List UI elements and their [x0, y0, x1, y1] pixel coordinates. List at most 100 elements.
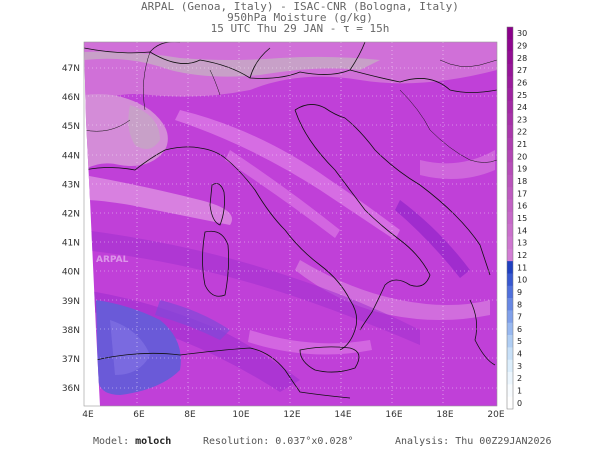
colorbar-tick-label: 2: [517, 374, 522, 383]
colorbar-swatch: [507, 27, 513, 40]
colorbar-swatch: [507, 137, 513, 151]
lon-tick-label: 8E: [184, 410, 196, 420]
lat-tick-label: 47N: [62, 64, 80, 74]
colorbar-swatch: [507, 174, 513, 188]
latitude-axis: 47N 46N 45N 44N 43N 42N 41N 40N 39N 38N 37N 36N: [62, 64, 80, 394]
colorbar-swatch: [507, 211, 513, 225]
colorbar-tick-label: 22: [517, 128, 527, 137]
map-frame: [83, 41, 498, 407]
colorbar-swatch: [507, 396, 513, 410]
lon-tick-label: 20E: [487, 410, 504, 420]
colorbar-tick-label: 3: [517, 362, 522, 371]
colorbar-tick-label: 30: [517, 29, 527, 38]
colorbar-tick-label: 16: [517, 202, 527, 211]
title-line-2: 950hPa Moisture (g/kg): [227, 11, 373, 24]
footer-resolution: Resolution: 0.037°x0.028°: [203, 436, 354, 447]
colorbar-tick-label: 21: [517, 140, 527, 149]
colorbar-swatch: [507, 162, 513, 176]
colorbar-swatch: [507, 347, 513, 361]
colorbar-swatch: [507, 76, 513, 89]
coastlines: [84, 42, 497, 399]
colorbar-tick-label: 9: [517, 288, 522, 297]
colorbar-swatch: [507, 113, 513, 126]
watermark-4: ARPAL: [395, 406, 428, 416]
colorbar-swatch: [507, 359, 513, 373]
colorbar-swatch: [507, 273, 513, 287]
watermark-group: ARPAL ARPAL ARPAL ARPAL: [96, 255, 428, 416]
colorbar-tick-label: 13: [517, 239, 527, 248]
watermark-3: ARPAL: [262, 406, 295, 416]
lon-tick-label: 18E: [436, 410, 453, 420]
lat-tick-label: 38N: [62, 326, 80, 336]
colorbar-border: [506, 26, 514, 410]
colorbar-swatch: [507, 224, 513, 237]
colorbar-swatch: [507, 125, 513, 139]
lat-lon-grid: [84, 42, 497, 406]
lat-tick-label: 37N: [62, 355, 80, 365]
colorbar-swatch: [507, 63, 513, 77]
footer-analysis-value: Thu 00Z29JAN2026: [455, 436, 552, 447]
colorbar-swatch: [507, 100, 513, 114]
lat-tick-label: 41N: [62, 239, 80, 249]
colorbar-swatch: [507, 285, 513, 299]
colorbar-tick-label: 6: [517, 325, 522, 334]
colorbar-tick-label: 26: [517, 78, 527, 87]
colorbar-tick-label: 15: [517, 214, 527, 223]
title-line-3: 15 UTC Thu 29 JAN - τ = 15h: [210, 22, 390, 35]
lat-tick-label: 46N: [62, 93, 80, 103]
colorbar-tick-label: 28: [517, 54, 527, 63]
footer-model: Model: moloch: [93, 436, 171, 447]
colorbar-tick-label: 8: [517, 300, 522, 309]
lon-tick-label: 10E: [232, 410, 249, 420]
colorbar-tick-label: 12: [517, 251, 527, 260]
colorbar-tick-label: 23: [517, 115, 527, 124]
lon-tick-label: 16E: [385, 410, 402, 420]
lat-tick-label: 36N: [62, 384, 80, 394]
colorbar-tick-label: 4: [517, 350, 522, 359]
colorbar-swatch: [507, 39, 513, 52]
colorbar-swatch: [507, 384, 513, 397]
colorbar-tick-label: 27: [517, 66, 527, 75]
colorbar-tick-label: 20: [517, 152, 527, 161]
colorbar-swatch: [507, 236, 513, 250]
colorbar-tick-label: 29: [517, 41, 527, 50]
lat-tick-label: 42N: [62, 210, 80, 220]
colorbar-tick-label: 11: [517, 263, 527, 272]
colorbar-swatch: [507, 322, 513, 336]
colorbar-tick-label: 5: [517, 337, 522, 346]
colorbar-tick-label: 24: [517, 103, 527, 112]
colorbar-swatch: [507, 51, 513, 65]
colorbar-swatch: [507, 150, 513, 163]
colorbar-swatch: [507, 261, 513, 274]
colorbar-tick-label: 25: [517, 91, 527, 100]
watermark-1: ARPAL: [96, 255, 129, 265]
colorbar-tick-label: 7: [517, 313, 522, 322]
colorbar-swatch: [507, 187, 513, 200]
title-line-1: ARPAL (Genoa, Italy) - ISAC-CNR (Bologna…: [141, 0, 459, 13]
colorbar-swatch: [507, 372, 513, 385]
lat-tick-label: 44N: [62, 151, 80, 161]
lon-tick-label: 4E: [82, 410, 94, 420]
colorbar-tick-label: 19: [517, 165, 527, 174]
colorbar-swatch: [507, 335, 513, 348]
colorbar-tick-label: 0: [517, 399, 522, 408]
colorbar-tick-label: 17: [517, 189, 527, 198]
colorbar-swatch: [507, 199, 513, 213]
footer-model-value: moloch: [135, 436, 172, 447]
colorbar-tick-label: 1: [517, 387, 522, 396]
watermark-2: ARPAL: [140, 406, 173, 416]
colorbar-tick-label: 18: [517, 177, 527, 186]
footer-analysis: Analysis: Thu 00Z29JAN2026: [395, 436, 552, 447]
moisture-field: [84, 42, 497, 406]
lat-tick-label: 43N: [62, 180, 80, 190]
colorbar-swatch: [507, 298, 513, 311]
footer-analysis-label: Analysis:: [395, 436, 450, 447]
lon-tick-label: 14E: [334, 410, 351, 420]
lon-tick-label: 12E: [283, 410, 300, 420]
footer-resolution-label: Resolution:: [203, 436, 270, 447]
footer-resolution-value: 0.037°x0.028°: [275, 436, 354, 447]
colorbar: 3029282726252423222120191817161514131211…: [506, 26, 527, 410]
colorbar-swatch: [507, 248, 513, 262]
footer-model-label: Model:: [93, 436, 130, 447]
